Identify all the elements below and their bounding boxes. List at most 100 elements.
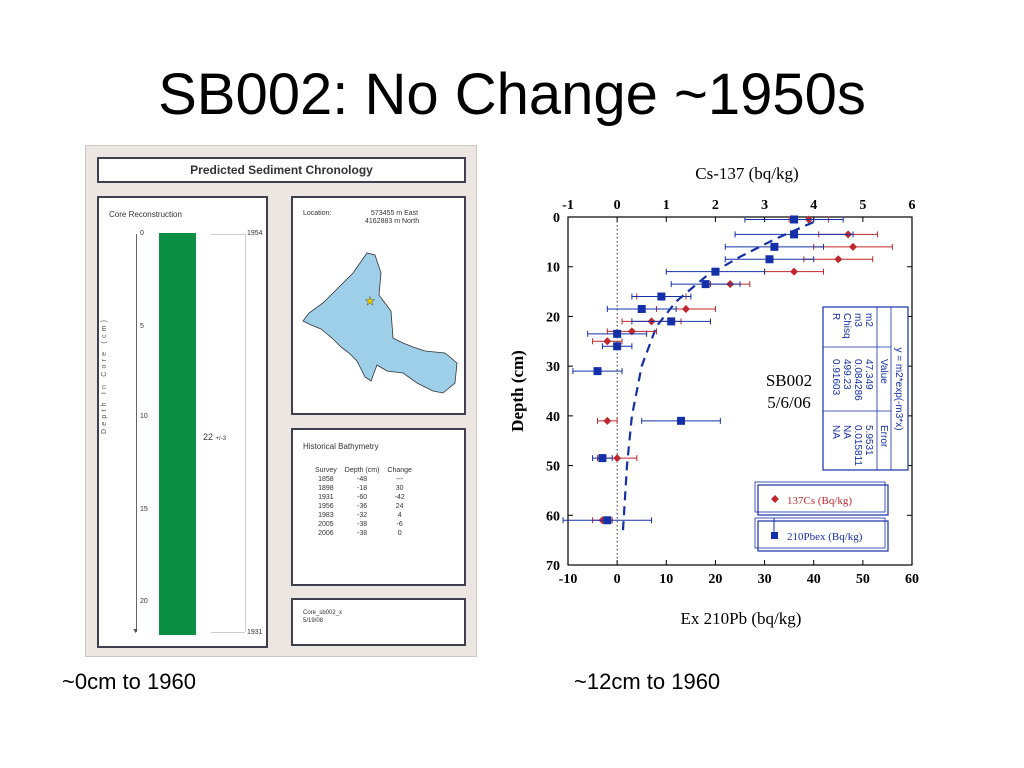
legend-diamond-icon — [771, 495, 779, 503]
y-tick-label: 50 — [546, 460, 560, 475]
file-name: Core_sb002_x — [303, 610, 343, 616]
x-top-tick-label: 0 — [614, 198, 621, 213]
col-survey: Survey — [315, 467, 337, 474]
data-point-pb210 — [711, 267, 720, 276]
legend-box — [757, 520, 889, 552]
site-star-icon: ★ — [365, 294, 376, 308]
cell: -48 — [357, 476, 368, 483]
fit-table-cell: m2 — [863, 313, 874, 327]
data-point-pb210 — [637, 304, 646, 313]
location-box: Location: 573455 m East 4162883 m North … — [291, 196, 466, 415]
x-bottom-tick-label: 30 — [758, 572, 772, 587]
fit-table-header: Error — [878, 425, 889, 448]
data-point-pb210 — [613, 329, 622, 338]
legend-box — [757, 484, 889, 516]
legend-box-shadow — [754, 517, 886, 549]
cell: 1898 — [318, 485, 334, 492]
table-row: 1983 -32 4 — [311, 511, 416, 520]
y-tick-label: 20 — [546, 310, 560, 325]
chart-title: Cs-137 (bq/kg) — [695, 164, 798, 183]
cell: 24 — [395, 503, 404, 510]
x-bottom-tick-label: 0 — [614, 572, 621, 587]
x-bottom-tick-label: 20 — [708, 572, 722, 587]
legend-label: 210Pbex (Bq/kg) — [787, 531, 863, 543]
y-tick-label: 10 — [546, 261, 560, 276]
depth-axis-label: Depth In Core (cm) — [101, 316, 108, 434]
cell: -32 — [357, 512, 368, 519]
x-top-tick-label: 5 — [859, 198, 866, 213]
fit-table-cell: 499.23 — [841, 359, 852, 390]
table-row: 1898 -18 30 — [311, 484, 416, 493]
fit-table-cell: NA — [841, 425, 852, 439]
cell: -42 — [394, 494, 405, 501]
data-point-pb210 — [613, 342, 622, 351]
legend-box-shadow — [754, 481, 886, 513]
panel-title: Predicted Sediment Chronology — [97, 157, 466, 183]
x-top-tick-label: 6 — [909, 198, 916, 213]
cell: 1956 — [318, 503, 334, 510]
data-point-cs137 — [681, 304, 690, 313]
fit-table-cell: NA — [830, 425, 841, 439]
x-top-tick-label: 4 — [810, 198, 817, 213]
data-point-cs137 — [613, 454, 622, 463]
cell: 0 — [397, 530, 402, 537]
accumulation-rate: 22 +/-3 — [203, 432, 226, 442]
fit-table-cell: 0.015811 — [852, 425, 863, 466]
data-point-cs137 — [790, 267, 799, 276]
x-top-tick-label: 3 — [761, 198, 768, 213]
col-depth: Depth (cm) — [344, 467, 380, 474]
bathymetry-box: Historical Bathymetry Survey Depth (cm) … — [291, 428, 466, 586]
data-point-pb210 — [790, 215, 799, 224]
caption-right: ~12cm to 1960 — [574, 669, 721, 694]
cs137-pb210-chart: Cs-137 (bq/kg) Ex 210Pb (bq/kg) Depth (cm)… — [505, 155, 935, 635]
x-axis-label: Ex 210Pb (bq/kg) — [681, 609, 802, 628]
fit-table-cell: 5.9531 — [863, 425, 874, 456]
cell: -60 — [357, 494, 368, 501]
cell: 1983 — [318, 512, 334, 519]
data-point-pb210 — [790, 230, 799, 239]
data-point-pb210 — [603, 516, 612, 525]
fit-equation: y = m2*exp(-m3*x) — [893, 347, 904, 430]
cell: 2005 — [318, 521, 334, 528]
rate-error: +/-3 — [215, 436, 227, 442]
location-east: 573455 m East — [371, 210, 419, 217]
depth-tick-15: 15 — [140, 506, 148, 513]
slide-title: SB002: No Change ~1950s — [158, 62, 866, 127]
core-right-line — [245, 234, 246, 632]
table-header-row: Survey Depth (cm) Change — [311, 466, 416, 475]
depth-tick-0: 0 — [140, 230, 144, 237]
col-change: Change — [387, 467, 412, 474]
site-map: ★ — [302, 252, 458, 394]
data-point-cs137 — [849, 242, 858, 251]
x-top-tick-label: -1 — [562, 198, 574, 213]
bay-outline — [302, 252, 458, 394]
data-point-pb210 — [593, 367, 602, 376]
table-row: 2006 -38 0 — [311, 529, 416, 538]
depth-tick-20: 20 — [140, 598, 148, 605]
sediment-chronology-panel: Predicted Sediment Chronology Core Recon… — [85, 145, 477, 657]
legend-label: 137Cs (Bq/kg) — [787, 495, 852, 507]
legend-square-icon — [771, 532, 778, 539]
top-year-line — [211, 234, 245, 235]
data-point-pb210 — [765, 255, 774, 264]
chart-svg: Cs-137 (bq/kg) Ex 210Pb (bq/kg) Depth (cm)… — [508, 164, 919, 628]
y-tick-label: 30 — [546, 360, 560, 375]
x-bottom-tick-label: -10 — [559, 572, 578, 587]
bathymetry-table: Survey Depth (cm) Change 1858 -48 --- 1898… — [311, 466, 416, 538]
data-point-cs137 — [834, 255, 843, 264]
annotation-date: 5/6/06 — [767, 393, 810, 412]
data-point-cs137 — [603, 337, 612, 346]
depth-arrow-icon: ▼ — [132, 628, 139, 635]
file-info-box: Core_sb002_x 5/19/08 — [291, 598, 466, 646]
plot-frame — [567, 216, 913, 566]
fit-table-cell: R — [830, 313, 841, 320]
caption-left: ~0cm to 1960 — [62, 669, 196, 694]
depth-tick-10: 10 — [140, 413, 148, 420]
depth-tick-5: 5 — [140, 323, 144, 330]
core-heading: Core Reconstruction — [109, 210, 182, 219]
core-reconstruction-box: Core Reconstruction ▼ 0 5 10 15 20 Depth… — [97, 196, 268, 648]
cell: -38 — [357, 530, 368, 537]
cell: -36 — [357, 503, 368, 510]
data-point-pb210 — [667, 317, 676, 326]
fit-table-frame — [822, 306, 909, 471]
